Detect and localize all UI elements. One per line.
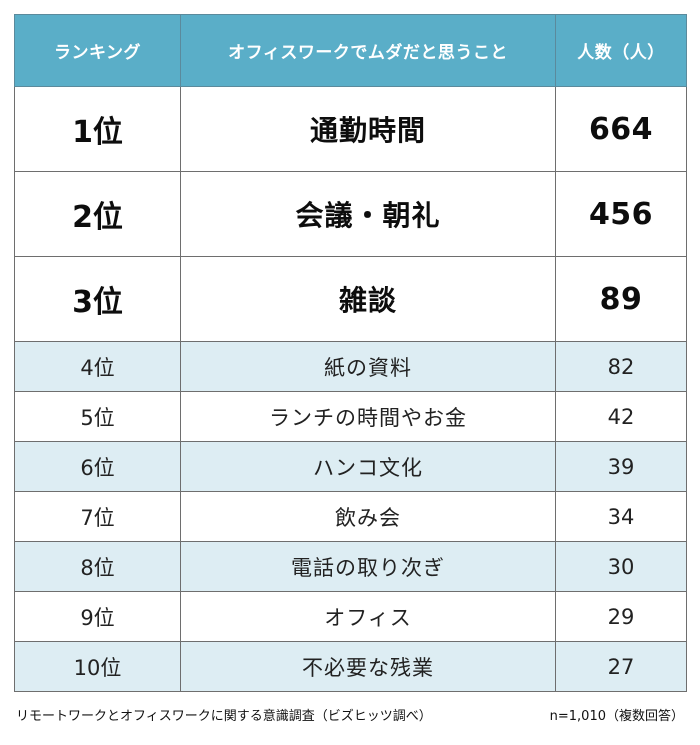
- item-cell: ハンコ文化: [180, 441, 556, 492]
- rank-cell: 2位: [14, 171, 181, 257]
- item-cell: 飲み会: [180, 491, 556, 542]
- ranking-table: ランキング オフィスワークでムダだと思うこと 人数（人） 1位 通勤時間 664…: [14, 14, 687, 692]
- count-cell: 456: [555, 171, 687, 257]
- table-row: 6位 ハンコ文化 39: [14, 441, 687, 492]
- count-cell: 30: [555, 541, 687, 592]
- rank-cell: 8位: [14, 541, 181, 592]
- rank-cell: 1位: [14, 86, 181, 172]
- item-cell: 会議・朝礼: [180, 171, 556, 257]
- table-row: 10位 不必要な残業 27: [14, 641, 687, 692]
- table-row: 2位 会議・朝礼 456: [14, 171, 687, 257]
- table-row: 4位 紙の資料 82: [14, 341, 687, 392]
- count-cell: 82: [555, 341, 687, 392]
- item-cell: 電話の取り次ぎ: [180, 541, 556, 592]
- item-cell: 不必要な残業: [180, 641, 556, 692]
- count-cell: 89: [555, 256, 687, 342]
- item-cell: 通勤時間: [180, 86, 556, 172]
- count-cell: 39: [555, 441, 687, 492]
- count-cell: 42: [555, 391, 687, 442]
- rank-cell: 10位: [14, 641, 181, 692]
- rank-cell: 6位: [14, 441, 181, 492]
- count-cell: 27: [555, 641, 687, 692]
- header-count: 人数（人）: [555, 14, 687, 87]
- count-cell: 34: [555, 491, 687, 542]
- item-cell: 紙の資料: [180, 341, 556, 392]
- rank-cell: 4位: [14, 341, 181, 392]
- source-note: リモートワークとオフィスワークに関する意識調査（ビズヒッツ調べ）: [16, 709, 432, 724]
- count-cell: 664: [555, 86, 687, 172]
- item-cell: オフィス: [180, 591, 556, 642]
- table-row: 8位 電話の取り次ぎ 30: [14, 541, 687, 592]
- table-row: 1位 通勤時間 664: [14, 86, 687, 172]
- rank-cell: 9位: [14, 591, 181, 642]
- table-row: 3位 雑談 89: [14, 256, 687, 342]
- header-item: オフィスワークでムダだと思うこと: [180, 14, 556, 87]
- table-row: 7位 飲み会 34: [14, 491, 687, 542]
- rank-cell: 7位: [14, 491, 181, 542]
- count-cell: 29: [555, 591, 687, 642]
- sample-size-note: n=1,010（複数回答）: [549, 709, 684, 724]
- table-row: 9位 オフィス 29: [14, 591, 687, 642]
- footer: リモートワークとオフィスワークに関する意識調査（ビズヒッツ調べ） n=1,010…: [14, 705, 686, 727]
- rank-cell: 5位: [14, 391, 181, 442]
- header-rank: ランキング: [14, 14, 181, 87]
- header-row: ランキング オフィスワークでムダだと思うこと 人数（人）: [14, 14, 687, 87]
- item-cell: 雑談: [180, 256, 556, 342]
- rank-cell: 3位: [14, 256, 181, 342]
- item-cell: ランチの時間やお金: [180, 391, 556, 442]
- table-row: 5位 ランチの時間やお金 42: [14, 391, 687, 442]
